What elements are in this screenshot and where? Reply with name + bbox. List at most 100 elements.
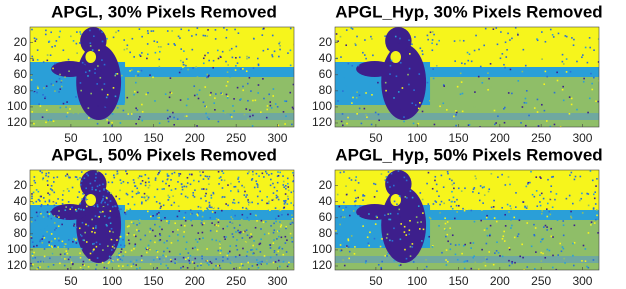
pixel-noise bbox=[246, 70, 248, 72]
pixel-noise bbox=[190, 255, 192, 257]
y-tick-label: 20 bbox=[14, 35, 28, 49]
pixel-noise bbox=[109, 43, 111, 45]
pixel-noise bbox=[571, 104, 573, 106]
pixel-noise bbox=[114, 205, 116, 207]
pixel-noise bbox=[291, 62, 293, 64]
pixel-noise bbox=[187, 257, 189, 259]
pixel-noise bbox=[387, 93, 389, 95]
x-tick-label: 200 bbox=[185, 274, 205, 288]
pixel-noise bbox=[81, 248, 83, 250]
pixel-noise bbox=[106, 225, 108, 227]
pixel-noise bbox=[43, 61, 45, 63]
pixel-noise bbox=[173, 124, 175, 126]
pixel-noise bbox=[125, 210, 127, 212]
pixel-noise bbox=[139, 222, 141, 224]
pixel-noise bbox=[545, 102, 547, 104]
pixel-noise bbox=[149, 263, 151, 265]
pixel-noise bbox=[168, 223, 170, 225]
pixel-noise bbox=[120, 258, 122, 260]
pixel-noise bbox=[141, 176, 143, 178]
pixel-noise bbox=[133, 251, 135, 253]
pixel-noise bbox=[157, 217, 159, 219]
pixel-noise bbox=[203, 188, 205, 190]
pixel-noise bbox=[33, 202, 35, 204]
pixel-noise bbox=[163, 73, 165, 75]
pixel-noise bbox=[135, 185, 137, 187]
region-figure-arm bbox=[356, 61, 393, 77]
pixel-noise bbox=[566, 71, 568, 73]
pixel-noise bbox=[105, 173, 107, 175]
pixel-noise bbox=[191, 225, 193, 227]
pixel-noise bbox=[180, 28, 182, 30]
pixel-noise bbox=[290, 202, 292, 204]
pixel-noise bbox=[420, 221, 422, 223]
pixel-noise bbox=[171, 204, 173, 206]
pixel-noise bbox=[486, 171, 488, 173]
pixel-noise bbox=[107, 204, 109, 206]
pixel-noise bbox=[436, 184, 438, 186]
pixel-noise bbox=[32, 255, 34, 257]
pixel-noise bbox=[368, 245, 370, 247]
pixel-noise bbox=[571, 172, 573, 174]
pixel-noise bbox=[581, 81, 583, 83]
pixel-noise bbox=[144, 197, 146, 199]
pixel-noise bbox=[159, 226, 161, 228]
pixel-noise bbox=[406, 49, 408, 51]
pixel-noise bbox=[186, 82, 188, 84]
pixel-noise bbox=[68, 259, 70, 261]
pixel-noise bbox=[480, 60, 482, 62]
y-tick-label: 60 bbox=[319, 210, 333, 224]
pixel-noise bbox=[240, 68, 242, 70]
pixel-noise bbox=[88, 107, 90, 109]
pixel-noise bbox=[190, 240, 192, 242]
pixel-noise bbox=[464, 244, 466, 246]
pixel-noise bbox=[128, 225, 130, 227]
region-highlight bbox=[85, 51, 96, 63]
pixel-noise bbox=[442, 102, 444, 104]
pixel-noise bbox=[246, 255, 248, 257]
pixel-noise bbox=[133, 234, 135, 236]
pixel-noise bbox=[56, 81, 58, 83]
pixel-noise bbox=[419, 268, 421, 270]
pixel-noise bbox=[277, 106, 279, 108]
y-tick-label: 60 bbox=[319, 67, 333, 81]
pixel-noise bbox=[207, 212, 209, 214]
pixel-noise bbox=[58, 251, 60, 253]
pixel-noise bbox=[474, 50, 476, 52]
pixel-noise bbox=[174, 258, 176, 260]
pixel-noise bbox=[579, 200, 581, 202]
pixel-noise bbox=[127, 44, 129, 46]
pixel-noise bbox=[135, 107, 137, 109]
pixel-noise bbox=[574, 225, 576, 227]
pixel-noise bbox=[277, 171, 279, 173]
pixel-noise bbox=[582, 54, 584, 56]
pixel-noise bbox=[80, 209, 82, 211]
pixel-noise bbox=[133, 263, 135, 265]
pixel-noise bbox=[276, 195, 278, 197]
pixel-noise bbox=[42, 235, 44, 237]
pixel-noise bbox=[68, 239, 70, 241]
pixel-noise bbox=[80, 257, 82, 259]
pixel-noise bbox=[49, 213, 51, 215]
pixel-noise bbox=[447, 221, 449, 223]
pixel-noise bbox=[591, 83, 593, 85]
pixel-noise bbox=[362, 225, 364, 227]
pixel-noise bbox=[449, 249, 451, 251]
pixel-noise bbox=[292, 218, 294, 220]
pixel-noise bbox=[273, 199, 275, 201]
pixel-noise bbox=[343, 77, 345, 79]
pixel-noise bbox=[511, 93, 513, 95]
pixel-noise bbox=[215, 265, 217, 267]
pixel-noise bbox=[543, 198, 545, 200]
pixel-noise bbox=[124, 245, 126, 247]
pixel-noise bbox=[371, 94, 373, 96]
pixel-noise bbox=[439, 204, 441, 206]
pixel-noise bbox=[583, 245, 585, 247]
pixel-noise bbox=[256, 259, 258, 261]
pixel-noise bbox=[554, 199, 556, 201]
pixel-noise bbox=[453, 197, 455, 199]
pixel-noise bbox=[156, 257, 158, 259]
pixel-noise bbox=[170, 179, 172, 181]
pixel-noise bbox=[126, 48, 128, 50]
pixel-noise bbox=[463, 40, 465, 42]
